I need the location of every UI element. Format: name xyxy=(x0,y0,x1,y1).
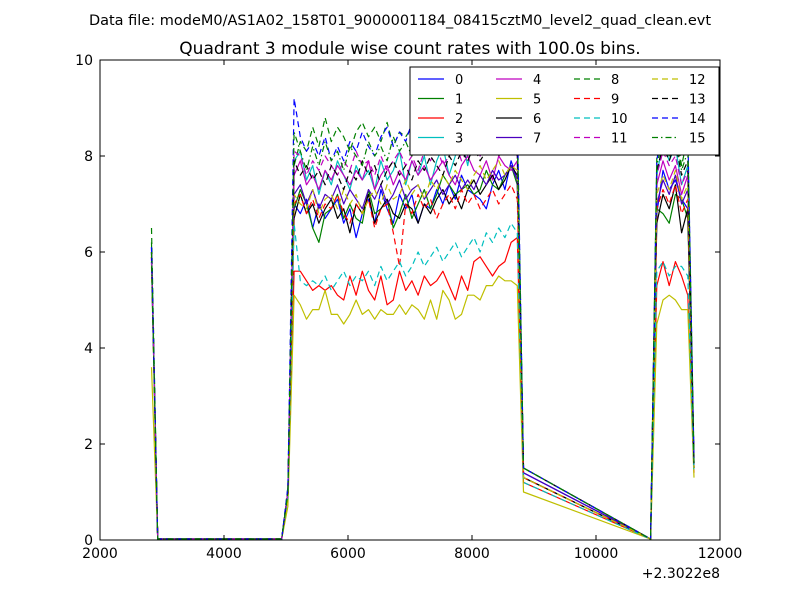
legend-label-9: 9 xyxy=(611,93,619,108)
legend-box xyxy=(409,66,720,156)
legend-label-1: 1 xyxy=(455,93,463,108)
chart-title: Quadrant 3 module wise count rates with … xyxy=(179,39,640,59)
legend-label-15: 15 xyxy=(689,132,706,147)
legend-label-6: 6 xyxy=(533,112,541,127)
y-tick-label: 2 xyxy=(84,437,93,453)
y-tick-label: 10 xyxy=(75,53,93,69)
x-tick-label: 2000 xyxy=(82,546,118,562)
legend-label-12: 12 xyxy=(689,73,706,88)
legend-label-5: 5 xyxy=(533,93,541,108)
legend-label-4: 4 xyxy=(533,73,541,88)
x-offset-label: +2.3022e8 xyxy=(642,566,720,582)
legend-label-11: 11 xyxy=(611,132,628,147)
plot-frame xyxy=(99,59,721,541)
legend-label-14: 14 xyxy=(689,112,706,127)
y-tick-label: 4 xyxy=(84,341,93,357)
legend-label-10: 10 xyxy=(611,112,628,127)
x-tick-label: 12000 xyxy=(698,546,743,562)
legend-label-2: 2 xyxy=(455,112,463,127)
x-tick-label: 10000 xyxy=(574,546,619,562)
datafile-label: Data file: modeM0/AS1A02_158T01_90000011… xyxy=(89,13,711,29)
y-tick-label: 6 xyxy=(84,245,93,261)
series-line-10 xyxy=(150,222,695,540)
x-tick-label: 8000 xyxy=(454,546,490,562)
y-tick-label: 8 xyxy=(84,149,93,165)
y-tick-label: 0 xyxy=(84,533,93,549)
legend-label-3: 3 xyxy=(455,132,463,147)
legend-label-13: 13 xyxy=(689,93,706,108)
x-tick-label: 4000 xyxy=(206,546,242,562)
legend-label-7: 7 xyxy=(533,132,541,147)
legend-label-0: 0 xyxy=(455,73,463,88)
legend-label-8: 8 xyxy=(611,73,619,88)
x-tick-label: 6000 xyxy=(330,546,366,562)
